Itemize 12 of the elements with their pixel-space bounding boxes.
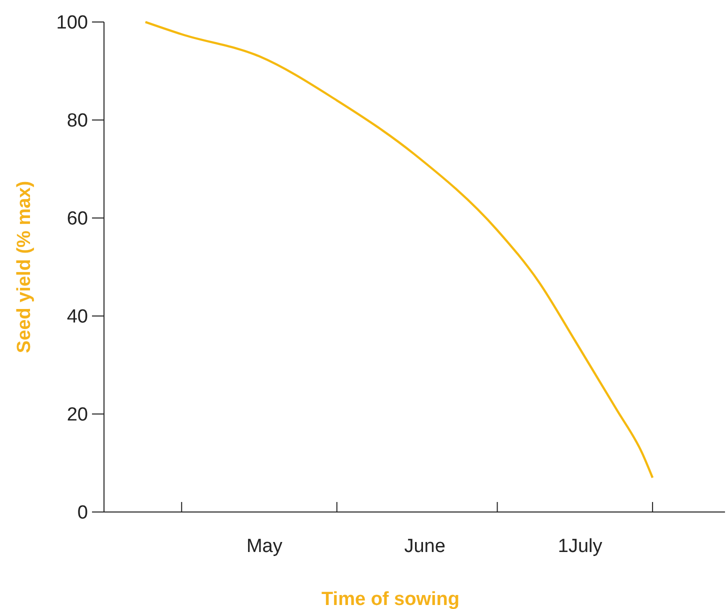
y-axis-title: Seed yield (% max) [14, 180, 35, 354]
x-axis-title: Time of sowing [322, 589, 460, 609]
y-tick-label: 0 [77, 502, 88, 524]
y-tick-label: 40 [66, 306, 88, 328]
y-tick-label: 60 [66, 208, 88, 230]
line-series [144, 20, 654, 479]
y-tick-label: 20 [66, 404, 88, 426]
x-tick-label: June [404, 536, 446, 557]
x-tick-label: May [246, 536, 283, 557]
y-tick-label: 100 [56, 12, 88, 34]
x-tick-label: 1July [558, 536, 603, 557]
y-tick-label: 80 [66, 110, 88, 132]
